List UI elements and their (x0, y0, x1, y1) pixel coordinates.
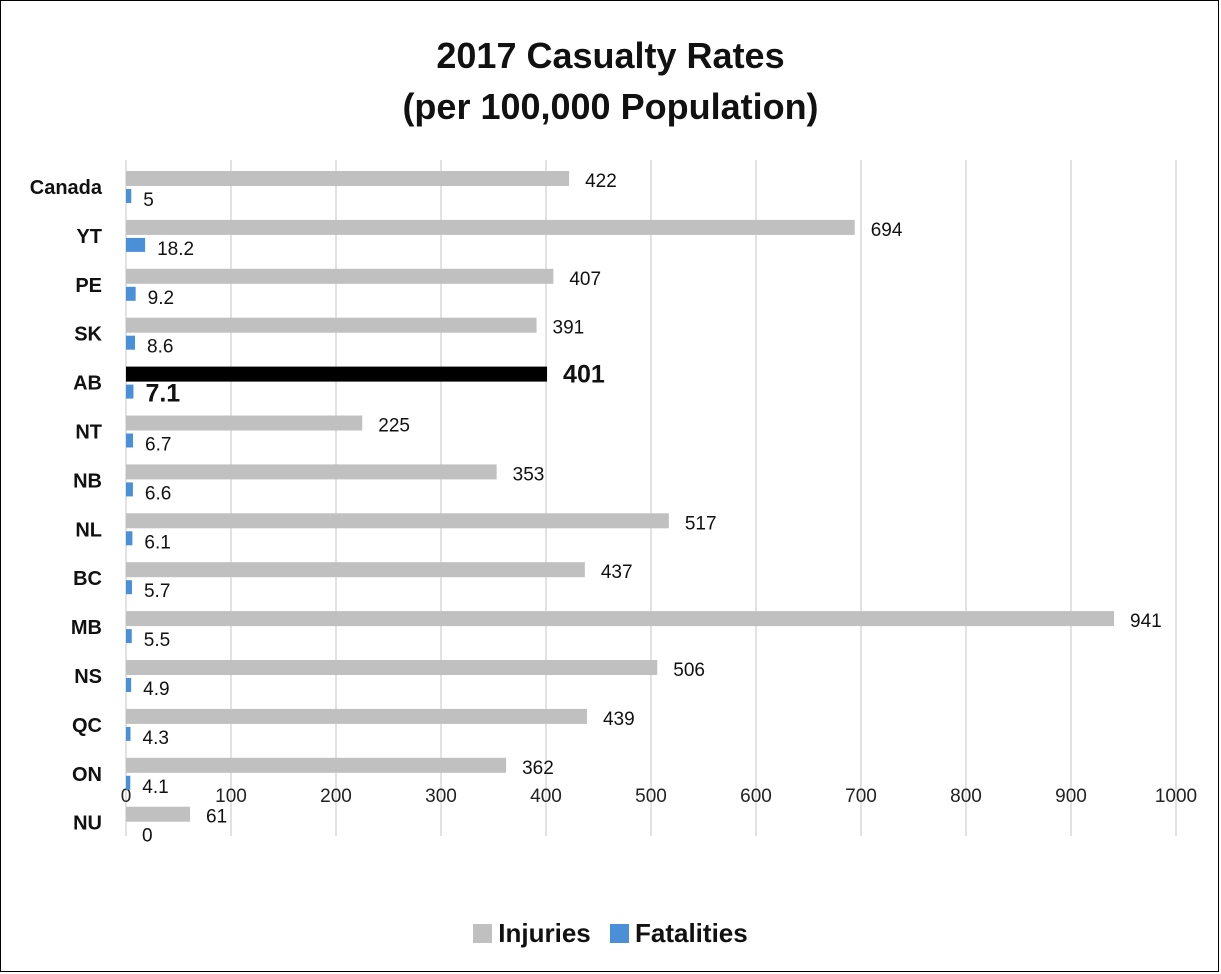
chart-legend: Injuries Fatalities (0, 918, 1221, 950)
legend-label-fatalities: Fatalities (635, 918, 748, 948)
fatalities-data-label: 18.2 (157, 239, 194, 260)
chart-title: 2017 Casualty Rates (436, 35, 785, 76)
legend-item-fatalities: Fatalities (610, 918, 748, 949)
injuries-bar (126, 757, 507, 773)
category-label: SK (74, 324, 102, 346)
x-tick-label: 900 (1055, 786, 1087, 807)
legend-item-injuries: Injuries (473, 918, 591, 949)
fatalities-bar (126, 775, 131, 790)
fatalities-bar (126, 531, 133, 546)
injuries-data-label: 353 (513, 464, 545, 485)
injuries-bar (126, 464, 497, 480)
injuries-bar (126, 513, 669, 529)
category-label: NL (75, 519, 102, 541)
injuries-bar (126, 171, 570, 186)
fatalities-bar (126, 482, 133, 497)
legend-swatch-fatalities (610, 924, 629, 943)
fatalities-bar (126, 189, 132, 203)
category-label: ON (72, 764, 102, 786)
injuries-data-label: 941 (1130, 611, 1162, 632)
category-label: Canada (30, 177, 103, 199)
injuries-data-label: 439 (603, 709, 635, 730)
fatalities-bar (126, 384, 134, 399)
chart-subtitle: (per 100,000 Population) (402, 86, 819, 127)
x-tick-label: 100 (215, 786, 247, 807)
injuries-bar (126, 219, 855, 235)
fatalities-bar (126, 335, 136, 350)
x-tick-label: 600 (740, 786, 772, 807)
injuries-bar (126, 317, 537, 333)
injuries-data-label: 506 (673, 660, 705, 681)
fatalities-bar (126, 286, 136, 301)
fatalities-data-label: 0 (142, 826, 153, 847)
x-tick-label: 400 (530, 786, 562, 807)
x-tick-label: 1000 (1155, 786, 1197, 807)
injuries-bar (126, 708, 587, 724)
injuries-data-label: 517 (685, 513, 717, 534)
injuries-data-label: 407 (569, 269, 601, 290)
injuries-bar (126, 611, 1115, 627)
x-tick-label: 300 (425, 786, 457, 807)
fatalities-bar (126, 237, 146, 252)
injuries-bar (126, 268, 554, 284)
category-label: YT (76, 226, 102, 248)
fatalities-data-label: 5 (143, 190, 154, 211)
injuries-data-label: 694 (871, 220, 903, 241)
fatalities-data-label: 6.1 (144, 532, 170, 553)
fatalities-data-label: 4.9 (143, 679, 169, 700)
fatalities-data-label: 6.6 (145, 483, 171, 504)
x-tick-label: 200 (320, 786, 352, 807)
fatalities-data-label: 9.2 (148, 288, 174, 309)
category-label: NT (75, 422, 102, 444)
fatalities-data-label: 7.1 (145, 380, 180, 408)
fatalities-data-label: 5.5 (144, 630, 170, 651)
x-tick-label: 700 (845, 786, 877, 807)
injuries-data-label: 61 (206, 807, 227, 828)
legend-label-injuries: Injuries (498, 918, 591, 948)
x-tick-label: 500 (635, 786, 667, 807)
injuries-bar (126, 660, 658, 675)
fatalities-data-label: 8.6 (147, 337, 173, 358)
category-label: AB (73, 373, 102, 395)
injuries-bar (126, 562, 585, 578)
legend-swatch-injuries (473, 924, 493, 943)
injuries-data-label: 362 (522, 758, 554, 779)
injuries-bar (126, 366, 548, 382)
x-tick-label: 800 (950, 786, 982, 807)
injuries-data-label: 391 (553, 318, 585, 339)
fatalities-data-label: 4.3 (143, 728, 169, 749)
fatalities-bar (126, 629, 132, 644)
fatalities-data-label: 5.7 (144, 581, 170, 602)
category-label: NS (74, 666, 102, 688)
fatalities-data-label: 6.7 (145, 435, 171, 456)
fatalities-data-label: 4.1 (142, 777, 168, 798)
fatalities-bar (126, 580, 132, 595)
category-label: QC (72, 715, 102, 737)
category-label: NU (73, 813, 102, 835)
fatalities-bar (126, 726, 131, 741)
injuries-data-label: 437 (601, 562, 633, 583)
category-label: BC (73, 568, 102, 590)
category-label: PE (75, 275, 102, 297)
injuries-bar (126, 806, 191, 822)
category-label: MB (71, 617, 102, 639)
injuries-data-label: 422 (585, 171, 617, 192)
fatalities-bar (126, 678, 132, 692)
x-tick-label: 0 (121, 786, 132, 807)
category-label: NB (73, 470, 102, 492)
injuries-data-label: 401 (563, 361, 605, 389)
injuries-data-label: 225 (378, 416, 410, 437)
fatalities-bar (126, 433, 134, 448)
injuries-bar (126, 415, 363, 431)
